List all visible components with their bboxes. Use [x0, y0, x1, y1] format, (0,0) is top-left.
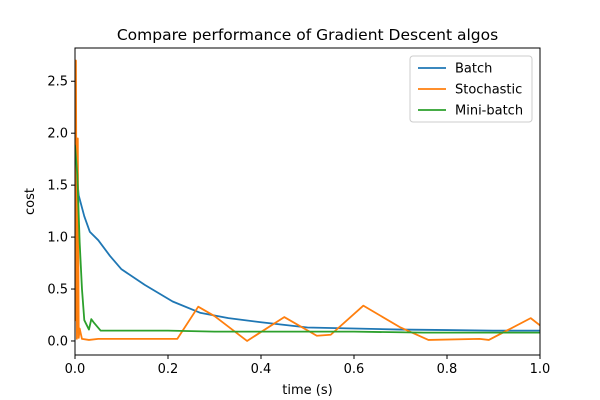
x-tick-label: 0.2: [158, 362, 179, 377]
plot-area: 0.0 0.2 0.4 0.6 0.8 1.0 0.0 0.5 1.0 1.5 2.0 2.5: [47, 47, 551, 377]
x-tick-label: 1.0: [530, 362, 551, 377]
y-tick-label: 2.0: [47, 127, 68, 142]
chart-title: Compare performance of Gradient Descent …: [117, 26, 498, 44]
x-tick-label: 0.6: [344, 362, 365, 377]
axes-frame: [74, 47, 541, 356]
y-tick-label: 0.0: [47, 334, 68, 349]
y-tick-label: 0.5: [47, 283, 68, 298]
y-tick-label: 2.5: [47, 75, 68, 90]
legend-label-mini-batch: Mini-batch: [455, 104, 523, 119]
series-line-stochastic: [75, 59, 540, 342]
x-tick-label: 0.4: [251, 362, 272, 377]
legend-label-stochastic: Stochastic: [455, 83, 522, 98]
y-axis-label: cost: [23, 188, 38, 215]
legend: Batch Stochastic Mini-batch: [409, 55, 533, 123]
series-line-batch: [75, 155, 540, 332]
x-tick-label: 0.0: [65, 362, 86, 377]
legend-box: [409, 55, 533, 123]
x-tick-label: 0.8: [437, 362, 458, 377]
series-line-mini-batch: [75, 144, 540, 334]
series-lines: [75, 59, 540, 342]
legend-label-batch: Batch: [455, 62, 492, 77]
x-axis-label: time (s): [282, 383, 332, 398]
y-tick-label: 1.5: [47, 179, 68, 194]
y-tick-label: 1.0: [47, 231, 68, 246]
